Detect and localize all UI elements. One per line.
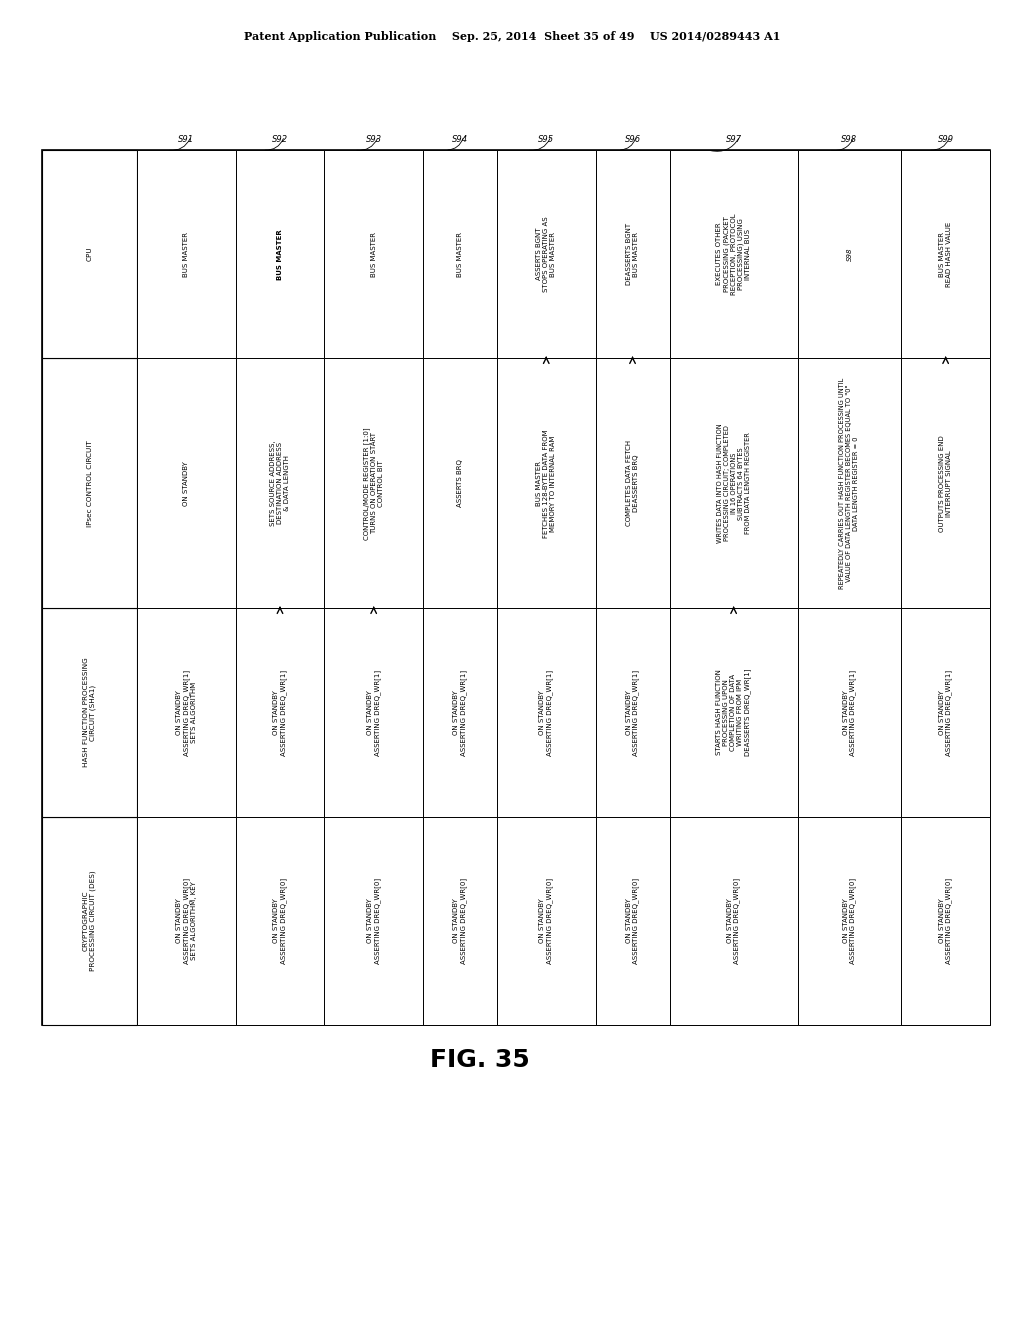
Text: ON STANDBY
ASSERTING DREQ_WR[1]: ON STANDBY ASSERTING DREQ_WR[1] [540,669,553,755]
Bar [137,150,236,358]
Text: BUS MASTER: BUS MASTER [371,232,377,277]
Text: ON STANDBY
ASSERTING DREQ_WR[1]: ON STANDBY ASSERTING DREQ_WR[1] [273,669,287,755]
Text: HASH FUNCTION PROCESSING
CIRCUIT (SHA1): HASH FUNCTION PROCESSING CIRCUIT (SHA1) [83,657,96,767]
Bar [423,150,497,358]
Text: S94: S94 [452,135,468,144]
Bar [670,609,798,817]
Bar [901,817,990,1026]
Text: ON STANDBY
ASSERTING DREQ_WR[1]: ON STANDBY ASSERTING DREQ_WR[1] [843,669,856,755]
Text: FIG. 35: FIG. 35 [430,1048,529,1072]
Text: ON STANDBY
ASSERTING DREQ_WR[0]: ON STANDBY ASSERTING DREQ_WR[0] [273,878,287,964]
Bar [137,609,236,817]
Text: ON STANDBY
ASSERTING DREQ_WR[0]: ON STANDBY ASSERTING DREQ_WR[0] [626,878,639,964]
Bar [596,150,670,358]
Text: OUTPUTS PROCESSING END
INTERRUPT SIGNAL: OUTPUTS PROCESSING END INTERRUPT SIGNAL [939,436,952,532]
Bar [423,358,497,609]
Text: REPEATEDLY CARRIES OUT HASH FUNCTION PROCESSING UNTIL
VALUE OF DATA LENGTH REGIS: REPEATEDLY CARRIES OUT HASH FUNCTION PRO… [840,378,859,589]
Bar [236,609,325,817]
Bar [798,609,901,817]
Bar [670,358,798,609]
Bar [236,150,325,358]
Bar [497,358,596,609]
Bar [42,609,137,817]
Text: ON STANDBY
ASSERTING DREQ_WR[1]: ON STANDBY ASSERTING DREQ_WR[1] [939,669,952,755]
Bar [798,817,901,1026]
Text: ON STANDBY
ASSERTING DREQ_WR[0]: ON STANDBY ASSERTING DREQ_WR[0] [843,878,856,964]
Text: IPsec CONTROL CIRCUIT: IPsec CONTROL CIRCUIT [86,440,92,527]
Bar [798,150,901,358]
Text: STARTS HASH FUNCTION
PROCESSING UPON
COMPLETION OF DATA
WRITING FROM IPM
DEASSER: STARTS HASH FUNCTION PROCESSING UPON COM… [716,669,751,756]
Text: ASSERTS BGNT
STOPS OPERATING AS
BUS MASTER: ASSERTS BGNT STOPS OPERATING AS BUS MAST… [537,216,556,292]
Bar [596,817,670,1026]
Bar [325,358,423,609]
Text: CONTROL/MODE REGISTER [1:0]
TURNS ON OPERATION START
CONTROL BIT: CONTROL/MODE REGISTER [1:0] TURNS ON OPE… [364,428,384,540]
Bar [325,150,423,358]
Text: ON STANDBY
ASSERTING DREQ_WR[0]: ON STANDBY ASSERTING DREQ_WR[0] [939,878,952,964]
Text: S98: S98 [847,247,852,261]
Bar [497,817,596,1026]
Bar [423,817,497,1026]
Bar [798,358,901,609]
Text: BUS MASTER: BUS MASTER [183,232,189,277]
Text: ASSERTS BRQ: ASSERTS BRQ [457,459,463,507]
Text: ON STANDBY
ASSERTING DREQ_WR[1]: ON STANDBY ASSERTING DREQ_WR[1] [367,669,381,755]
Bar [497,150,596,358]
Text: CRYPTOGRAPHIC
PROCESSING CIRCUIT (DES): CRYPTOGRAPHIC PROCESSING CIRCUIT (DES) [83,870,96,972]
Bar [325,817,423,1026]
Bar [596,358,670,609]
Bar [325,609,423,817]
Bar [670,817,798,1026]
Text: BUS MASTER
READ HASH VALUE: BUS MASTER READ HASH VALUE [939,222,952,286]
Bar [137,817,236,1026]
Text: ON STANDBY
ASSERTING DREQ_WR[1]: ON STANDBY ASSERTING DREQ_WR[1] [453,669,467,755]
Text: S98: S98 [842,135,857,144]
Bar [42,150,990,1026]
Bar [423,609,497,817]
Text: S95: S95 [539,135,554,144]
Text: Patent Application Publication    Sep. 25, 2014  Sheet 35 of 49    US 2014/02894: Patent Application Publication Sep. 25, … [244,30,780,41]
Text: ON STANDBY
ASSERTING DREQ_WR[0]: ON STANDBY ASSERTING DREQ_WR[0] [453,878,467,964]
Bar [42,817,137,1026]
Bar [497,609,596,817]
Bar [596,609,670,817]
Text: ON STANDBY
ASSERTING DREQ_WR[1]
SETS ALGORITHM: ON STANDBY ASSERTING DREQ_WR[1] SETS ALG… [176,669,197,755]
Text: COMPLETES DATA FETCH
DEASSERTS BRQ: COMPLETES DATA FETCH DEASSERTS BRQ [626,441,639,527]
Text: BUS MASTER
FETCHES 128-BYTE DATA FROM
MEMORY TO INTERNAL RAM: BUS MASTER FETCHES 128-BYTE DATA FROM ME… [537,429,556,537]
Text: SETS SOURCE ADDRESS,
DESTINATION ADDRESS
& DATA LENGTH: SETS SOURCE ADDRESS, DESTINATION ADDRESS… [270,441,290,527]
Text: ON STANDBY
ASSERTING DREQ_WR[0]
SETS ALGORITHM, KEY: ON STANDBY ASSERTING DREQ_WR[0] SETS ALG… [176,878,197,964]
Bar [137,358,236,609]
Text: CPU: CPU [86,247,92,261]
Bar [42,358,137,609]
Text: BUS MASTER: BUS MASTER [276,228,283,280]
Text: S91: S91 [178,135,195,144]
Bar [236,358,325,609]
Bar [236,817,325,1026]
Text: DEASSERTS BGNT
BUS MASTER: DEASSERTS BGNT BUS MASTER [626,223,639,285]
Text: BUS MASTER: BUS MASTER [457,232,463,277]
Bar [670,150,798,358]
Bar [901,609,990,817]
Text: ON STANDBY
ASSERTING DREQ_WR[1]: ON STANDBY ASSERTING DREQ_WR[1] [626,669,639,755]
Bar [42,150,137,358]
Text: S99: S99 [938,135,953,144]
Text: ON STANDBY
ASSERTING DREQ_WR[0]: ON STANDBY ASSERTING DREQ_WR[0] [540,878,553,964]
Text: EXECUTES OTHER
PROCESSING (PACKET
RECEPTION, PROTOCOL
PROCESSING) USING
INTERNAL: EXECUTES OTHER PROCESSING (PACKET RECEPT… [716,214,752,294]
Text: ON STANDBY
ASSERTING DREQ_WR[0]: ON STANDBY ASSERTING DREQ_WR[0] [367,878,381,964]
Bar [901,150,990,358]
Bar [901,358,990,609]
Text: S93: S93 [366,135,382,144]
Text: ON STANDBY
ASSERTING DREQ_WR[0]: ON STANDBY ASSERTING DREQ_WR[0] [727,878,740,964]
Text: S96: S96 [625,135,641,144]
Text: S92: S92 [272,135,288,144]
Text: ON STANDBY: ON STANDBY [183,461,189,506]
Text: WRITES DATA INTO HASH FUNCTION
PROCESSING CIRCUIT; COMPLETED
IN 16 OPERATIONS
SU: WRITES DATA INTO HASH FUNCTION PROCESSIN… [717,424,751,543]
Text: S97: S97 [726,135,741,144]
